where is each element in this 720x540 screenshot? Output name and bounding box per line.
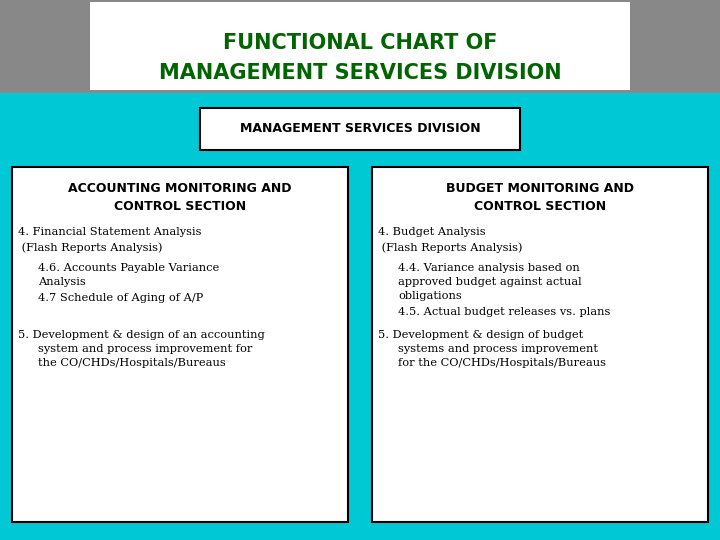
Text: obligations: obligations	[398, 291, 462, 301]
Bar	[0, 95, 720, 540]
Bar	[0, 0, 720, 95]
Text: 4.4. Variance analysis based on: 4.4. Variance analysis based on	[398, 263, 580, 273]
Text: BUDGET MONITORING AND: BUDGET MONITORING AND	[446, 183, 634, 195]
Text: 5. Development & design of an accounting: 5. Development & design of an accounting	[18, 330, 265, 340]
Bar	[90, 2, 630, 90]
Text: 4.6. Accounts Payable Variance: 4.6. Accounts Payable Variance	[38, 263, 220, 273]
Bar	[12, 167, 348, 522]
Text: CONTROL SECTION: CONTROL SECTION	[474, 200, 606, 213]
Text: systems and process improvement: systems and process improvement	[398, 344, 598, 354]
Text: (Flash Reports Analysis): (Flash Reports Analysis)	[378, 242, 523, 253]
Text: MANAGEMENT SERVICES DIVISION: MANAGEMENT SERVICES DIVISION	[240, 123, 480, 136]
Text: Analysis: Analysis	[38, 277, 86, 287]
Bar	[372, 167, 708, 522]
Text: system and process improvement for: system and process improvement for	[38, 344, 253, 354]
Text: ACCOUNTING MONITORING AND: ACCOUNTING MONITORING AND	[68, 183, 292, 195]
Text: 5. Development & design of budget: 5. Development & design of budget	[378, 330, 583, 340]
Text: the CO/CHDs/Hospitals/Bureaus: the CO/CHDs/Hospitals/Bureaus	[38, 358, 226, 368]
Text: 4. Financial Statement Analysis: 4. Financial Statement Analysis	[18, 227, 202, 237]
Text: 4. Budget Analysis: 4. Budget Analysis	[378, 227, 485, 237]
Text: MANAGEMENT SERVICES DIVISION: MANAGEMENT SERVICES DIVISION	[158, 63, 562, 83]
Text: for the CO/CHDs/Hospitals/Bureaus: for the CO/CHDs/Hospitals/Bureaus	[398, 358, 606, 368]
Bar	[200, 108, 520, 150]
Text: 4.5. Actual budget releases vs. plans: 4.5. Actual budget releases vs. plans	[398, 307, 611, 317]
Text: FUNCTIONAL CHART OF: FUNCTIONAL CHART OF	[222, 33, 498, 53]
Text: 4.7 Schedule of Aging of A/P: 4.7 Schedule of Aging of A/P	[38, 293, 203, 303]
Text: approved budget against actual: approved budget against actual	[398, 277, 582, 287]
Text: (Flash Reports Analysis): (Flash Reports Analysis)	[18, 242, 163, 253]
Text: CONTROL SECTION: CONTROL SECTION	[114, 200, 246, 213]
Bar	[0, 93, 720, 102]
